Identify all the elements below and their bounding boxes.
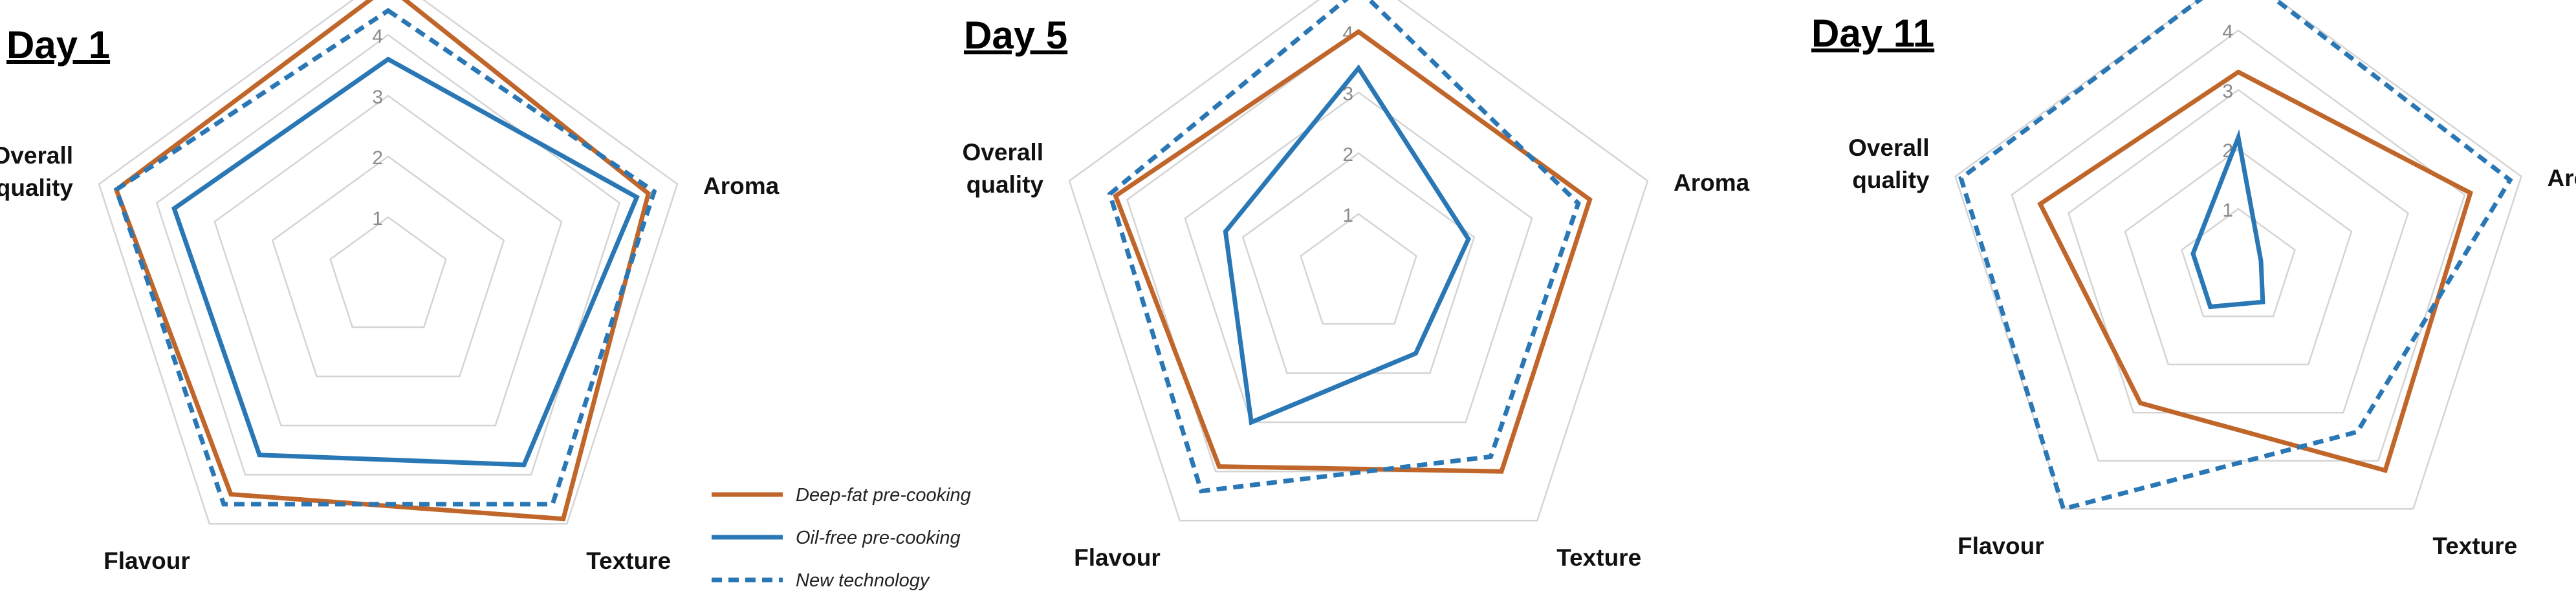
grid-ring (1954, 0, 2522, 510)
tick-label: 3 (2222, 81, 2233, 102)
tick-label: 2 (1342, 144, 1353, 166)
axis-label: quality (966, 171, 1044, 198)
axis-label: quality (0, 175, 73, 201)
axis-label: Overall (1848, 134, 1929, 161)
axis-label: Flavour (1074, 544, 1161, 571)
grid-ring (329, 216, 447, 328)
series-line-deep-fat (113, 0, 651, 522)
tick-label: 3 (1342, 83, 1353, 105)
grid-ring (98, 0, 679, 525)
tick-label: 4 (2222, 21, 2233, 43)
axis-label: Flavour (104, 548, 190, 574)
legend-label: Oil-free pre-cooking (796, 528, 961, 548)
series-line-new-technology (113, 8, 657, 507)
axis-label: Texture (1556, 544, 1641, 571)
grid-ring (1300, 213, 1417, 325)
grid-ring (213, 94, 563, 427)
axis-label: Flavour (1958, 533, 2044, 559)
chart-title: Day 5 (964, 14, 1067, 57)
series-line-oil-free (1223, 64, 1471, 426)
radar-chart-day-1: Day 112345AppearanceAromaTextureFlavourO… (0, 0, 780, 574)
axis-label: Texture (2432, 533, 2517, 559)
grid-ring (1184, 91, 1533, 423)
tick-label: 3 (372, 87, 383, 108)
tick-label: 2 (372, 147, 383, 169)
grid-ring (2124, 148, 2353, 366)
grid-ring (2181, 208, 2296, 317)
chart-legend: Deep-fat pre-cooking Oil-free pre-cooking… (712, 485, 971, 591)
tick-label: 1 (372, 208, 383, 230)
chart-title: Day 11 (1811, 12, 1934, 55)
tick-label: 1 (2222, 200, 2233, 221)
radar-chart-day-11: Day 1112345AppearanceAromaTextureFlavour… (1811, 0, 2576, 559)
axis-label: quality (1852, 167, 1930, 193)
series-line-new-technology (1107, 0, 1581, 494)
grid-ring (2068, 89, 2409, 414)
axis-label: Aroma (703, 173, 780, 199)
axis-label: Texture (586, 548, 671, 574)
radar-chart-day-5: Day 512345AppearanceAromaTextureFlavourO… (963, 0, 1750, 571)
axis-label: Aroma (2547, 165, 2576, 191)
grid-ring (155, 34, 621, 476)
grid-ring (271, 155, 505, 378)
axis-label: Aroma (1674, 169, 1750, 196)
axis-label: Overall (0, 142, 73, 169)
legend-label: Deep-fat pre-cooking (796, 485, 971, 506)
grid-ring (1068, 0, 1649, 522)
series-line-deep-fat (2037, 69, 2473, 473)
series-line-oil-free (2190, 129, 2265, 310)
tick-label: 4 (372, 26, 383, 47)
series-line-oil-free (171, 56, 640, 467)
grid-ring (1241, 152, 1476, 374)
tick-label: 1 (1342, 205, 1353, 226)
legend-label: New technology (796, 570, 930, 591)
series-line-deep-fat (1113, 28, 1593, 474)
axis-label: Overall (963, 139, 1043, 166)
chart-title: Day 1 (6, 23, 110, 67)
